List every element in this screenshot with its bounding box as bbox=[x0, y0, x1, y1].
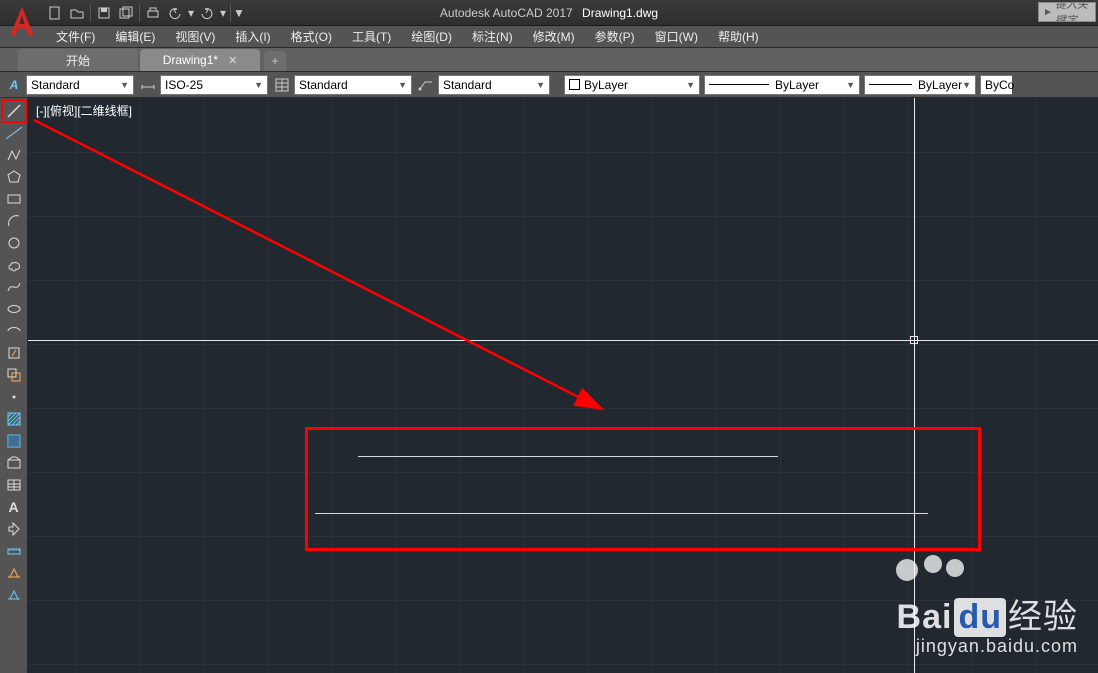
tool-table[interactable] bbox=[2, 474, 26, 496]
tool-xline[interactable] bbox=[2, 122, 26, 144]
tool-circle[interactable] bbox=[2, 232, 26, 254]
menu-view[interactable]: 视图(V) bbox=[165, 26, 225, 48]
grid bbox=[28, 98, 1098, 673]
quick-access-toolbar: ▾ ▾ ▼ bbox=[44, 2, 245, 24]
tool-polyline[interactable] bbox=[2, 144, 26, 166]
tool-arc[interactable] bbox=[2, 210, 26, 232]
tool-measure-3[interactable] bbox=[2, 584, 26, 606]
plotstyle-combo[interactable]: ByCo bbox=[980, 75, 1012, 95]
open-icon[interactable] bbox=[66, 2, 88, 24]
save-icon[interactable] bbox=[93, 2, 115, 24]
color-combo[interactable]: ByLayer▼ bbox=[564, 75, 700, 95]
mleader-style-combo[interactable]: Standard▼ bbox=[438, 75, 550, 95]
menu-help[interactable]: 帮助(H) bbox=[708, 26, 769, 48]
app-menu-button[interactable] bbox=[2, 2, 42, 42]
app-name: Autodesk AutoCAD 2017 bbox=[440, 6, 573, 20]
linetype-preview-icon bbox=[709, 84, 769, 85]
redo-icon[interactable] bbox=[196, 2, 218, 24]
menu-dim[interactable]: 标注(N) bbox=[462, 26, 523, 48]
drawn-line-1 bbox=[358, 456, 778, 457]
tool-point[interactable] bbox=[2, 386, 26, 408]
table-style-combo[interactable]: Standard▼ bbox=[294, 75, 412, 95]
undo-dd-icon[interactable]: ▾ bbox=[186, 2, 196, 24]
tool-gradient[interactable] bbox=[2, 430, 26, 452]
close-icon[interactable]: ✕ bbox=[228, 54, 237, 67]
lineweight-preview-icon bbox=[869, 84, 912, 85]
text-style-combo[interactable]: Standard▼ bbox=[26, 75, 134, 95]
menu-modify[interactable]: 修改(M) bbox=[523, 26, 585, 48]
tool-measure-1[interactable] bbox=[2, 540, 26, 562]
tool-region[interactable] bbox=[2, 452, 26, 474]
new-icon[interactable] bbox=[44, 2, 66, 24]
drawing-canvas[interactable]: [-][俯视][二维线框] Baidu经验 jingyan.baidu.com bbox=[28, 98, 1098, 673]
menu-param[interactable]: 参数(P) bbox=[585, 26, 645, 48]
style-toolbar: A Standard▼ ISO-25▼ Standard▼ Standard▼ … bbox=[0, 72, 1098, 98]
lineweight-combo[interactable]: ByLayer▼ bbox=[864, 75, 976, 95]
crosshair-vertical bbox=[914, 98, 915, 673]
tool-measure-2[interactable] bbox=[2, 562, 26, 584]
tool-text[interactable]: A bbox=[2, 496, 26, 518]
tool-spline[interactable] bbox=[2, 276, 26, 298]
dim-style-icon[interactable] bbox=[138, 75, 158, 95]
tool-hatch[interactable] bbox=[2, 408, 26, 430]
menu-file[interactable]: 文件(F) bbox=[46, 26, 105, 48]
watermark-paw-icon bbox=[924, 555, 942, 573]
document-tabs: 开始 Drawing1* ✕ + bbox=[0, 48, 1098, 72]
keyword-search-right[interactable]: ►键入关键字 bbox=[1038, 2, 1096, 22]
redo-dd-icon[interactable]: ▾ bbox=[218, 2, 228, 24]
print-icon[interactable] bbox=[142, 2, 164, 24]
viewport-label[interactable]: [-][俯视][二维线框] bbox=[36, 102, 132, 119]
main: A [-][俯视][二维线框] Baidu经验 jingyan.baidu.co… bbox=[0, 98, 1098, 673]
dim-style-combo[interactable]: ISO-25▼ bbox=[160, 75, 268, 95]
tab-start[interactable]: 开始 bbox=[18, 49, 138, 71]
tool-rectangle[interactable] bbox=[2, 188, 26, 210]
tool-ellipse[interactable] bbox=[2, 298, 26, 320]
tool-revcloud[interactable] bbox=[2, 254, 26, 276]
undo-icon[interactable] bbox=[164, 2, 186, 24]
crosshair-horizontal bbox=[28, 340, 1098, 341]
menubar: 文件(F) 编辑(E) 视图(V) 插入(I) 格式(O) 工具(T) 绘图(D… bbox=[0, 26, 1098, 48]
color-swatch-icon bbox=[569, 79, 580, 90]
menu-draw[interactable]: 绘图(D) bbox=[401, 26, 462, 48]
titlebar: ▾ ▾ ▼ Autodesk AutoCAD 2017 Drawing1.dwg… bbox=[0, 0, 1098, 26]
mleader-style-icon[interactable] bbox=[416, 75, 436, 95]
menu-window[interactable]: 窗口(W) bbox=[645, 26, 708, 48]
pickbox bbox=[910, 336, 918, 344]
new-tab-button[interactable]: + bbox=[264, 51, 286, 71]
drawn-line-2 bbox=[315, 513, 928, 514]
tool-polygon[interactable] bbox=[2, 166, 26, 188]
linetype-combo[interactable]: ByLayer▼ bbox=[704, 75, 860, 95]
tool-add-selected[interactable] bbox=[2, 518, 26, 540]
file-name: Drawing1.dwg bbox=[582, 6, 658, 20]
menu-format[interactable]: 格式(O) bbox=[281, 26, 342, 48]
tool-make-block[interactable] bbox=[2, 364, 26, 386]
tab-drawing1[interactable]: Drawing1* ✕ bbox=[140, 49, 260, 71]
watermark-paw-icon bbox=[896, 559, 918, 581]
menu-insert[interactable]: 插入(I) bbox=[225, 26, 280, 48]
table-style-icon[interactable] bbox=[272, 75, 292, 95]
tool-ellipse-arc[interactable] bbox=[2, 320, 26, 342]
text-style-icon[interactable]: A bbox=[4, 75, 24, 95]
qat-customize-icon[interactable]: ▼ bbox=[233, 2, 245, 24]
tool-insert-block[interactable] bbox=[2, 342, 26, 364]
tool-line[interactable] bbox=[2, 100, 26, 122]
menu-tools[interactable]: 工具(T) bbox=[342, 26, 401, 48]
draw-toolbar: A bbox=[0, 98, 28, 673]
menu-edit[interactable]: 编辑(E) bbox=[105, 26, 165, 48]
watermark-paw-icon bbox=[946, 559, 964, 577]
saveas-icon[interactable] bbox=[115, 2, 137, 24]
